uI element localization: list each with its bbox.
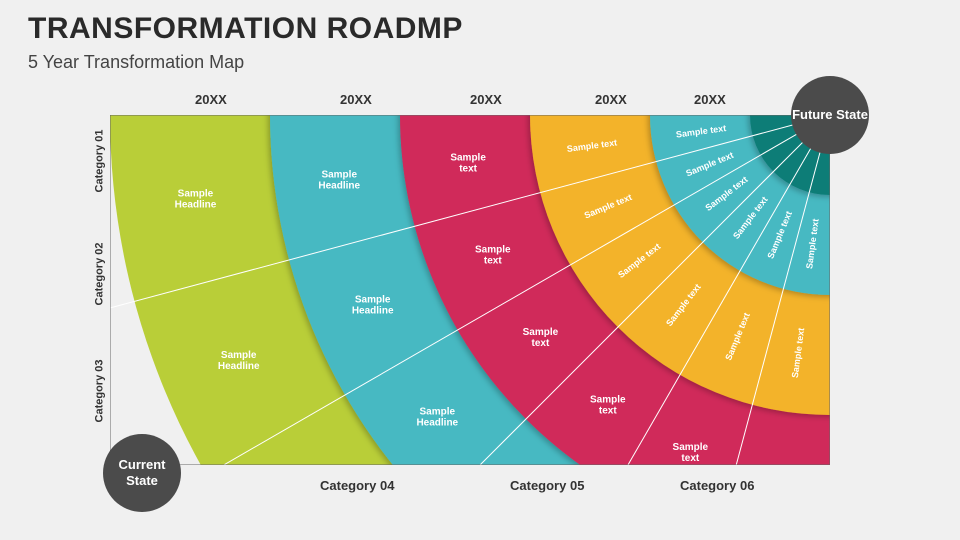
segment-label: SampleHeadline <box>175 188 217 210</box>
page-subtitle: 5 Year Transformation Map <box>28 52 244 73</box>
category-left: Category 03 <box>93 360 105 423</box>
year-label: 20XX <box>694 92 726 107</box>
year-label: 20XX <box>470 92 502 107</box>
current-state-badge: Current State <box>103 434 181 512</box>
roadmap-chart: SampleHeadline SampleHeadline SampleHeadli… <box>110 115 830 465</box>
segment-label: SampleHeadline <box>318 169 360 191</box>
segment-label: SampleHeadline <box>416 406 458 428</box>
category-left: Category 02 <box>93 243 105 306</box>
category-left: Category 01 <box>93 130 105 193</box>
year-label: 20XX <box>340 92 372 107</box>
segment-label: SampleHeadline <box>352 294 394 316</box>
year-label: 20XX <box>195 92 227 107</box>
page-title: TRANSFORMATION ROADMP <box>28 12 463 46</box>
year-label: 20XX <box>595 92 627 107</box>
category-bottom: Category 04 <box>320 478 394 493</box>
category-bottom: Category 05 <box>510 478 584 493</box>
future-state-badge: Future State <box>791 76 869 154</box>
segment-label: SampleHeadline <box>218 350 260 372</box>
category-bottom: Category 06 <box>680 478 754 493</box>
